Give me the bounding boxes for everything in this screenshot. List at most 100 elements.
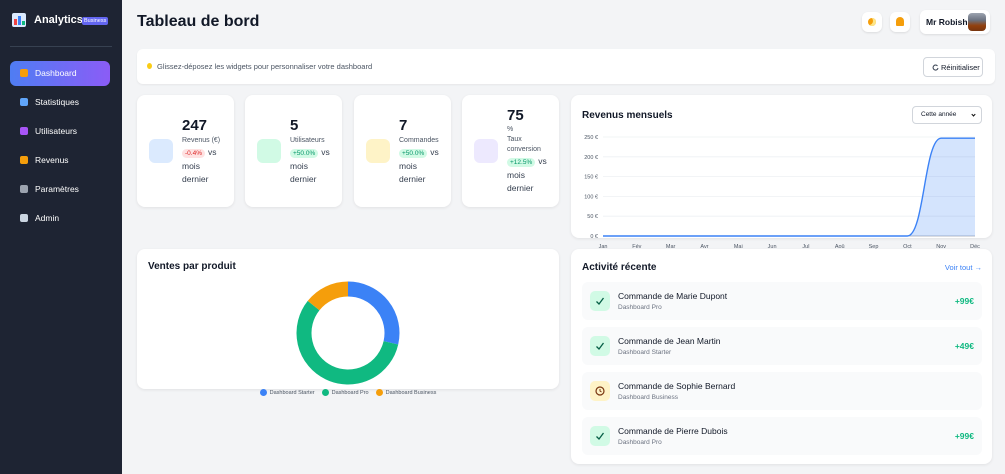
bulb-icon [147, 63, 152, 69]
stat-label: Revenus (€) [182, 136, 221, 144]
logo-icon [12, 13, 26, 27]
stat-unit: % [507, 126, 514, 133]
stat-value: 5 [290, 116, 299, 134]
activity-item-title: Commande de Marie Dupont [618, 291, 728, 301]
stat-change: +50.0% [399, 148, 428, 158]
legend-swatch [375, 389, 383, 396]
select-caret [971, 112, 976, 117]
nav-icon [20, 127, 28, 135]
stat-value: 7 [399, 116, 408, 134]
legend-label: Dashboard Pro [331, 389, 369, 396]
stat-card: 7 Commandes +50.0% vs mois dernier [354, 95, 451, 207]
stat-suffix: vs mois dernier [399, 146, 439, 184]
user-menu[interactable]: Mr Robish [920, 10, 990, 34]
stat-suffix: vs mois dernier [290, 146, 330, 184]
bell-icon [896, 17, 904, 26]
stat-icon [149, 139, 173, 163]
nav-item[interactable]: Admin [10, 206, 110, 231]
logo-bar [22, 21, 25, 25]
stat-card: 5 Utilisateurs +50.0% vs mois dernier [245, 95, 342, 207]
stat-value: 247 [182, 116, 208, 134]
status-icon [590, 291, 610, 311]
status-icon [590, 426, 610, 446]
stat-icon [257, 139, 281, 163]
status-icon [590, 381, 610, 401]
activity-item[interactable]: Commande de Marie Dupont Dashboard Pro +99… [582, 282, 982, 320]
sidebar-divider [10, 46, 112, 47]
period-label: Cette année [921, 111, 957, 118]
period-select[interactable]: Cette année [912, 106, 982, 124]
nav-label: Statistiques [35, 97, 79, 107]
stat-change-line: +50.0% vs mois dernier [290, 146, 332, 186]
check [596, 342, 605, 350]
stat-change: -0.4% [182, 148, 205, 158]
activity-item-title: Commande de Sophie Bernard [618, 381, 736, 391]
notification-button[interactable] [890, 12, 910, 32]
status-glyph [596, 342, 605, 350]
brand-badge: Business [82, 17, 109, 25]
stat-change: +12.5% [507, 158, 536, 167]
clock [595, 386, 605, 396]
reset-button[interactable]: Réinitialiser [923, 57, 983, 77]
nav-item[interactable]: Dashboard [10, 61, 110, 86]
stat-icon [474, 139, 498, 163]
status-glyph [596, 432, 605, 440]
activity-item-subtitle: Dashboard Starter [618, 349, 672, 356]
legend-item: Dashboard Business [375, 389, 436, 396]
nav-item[interactable]: Utilisateurs [10, 119, 110, 144]
sales-card [137, 249, 559, 389]
legend-label: Dashboard Starter [269, 389, 315, 396]
stat-change: +50.0% [290, 148, 319, 158]
moon-icon [868, 18, 876, 26]
legend-swatch [259, 389, 267, 396]
nav-label: Revenus [35, 155, 69, 165]
stat-label: Utilisateurs [290, 136, 325, 144]
activity-amount: +99€ [954, 431, 974, 441]
brand: Analytics [34, 14, 83, 26]
stat-change-line: +12.5% vs mois dernier [507, 155, 549, 195]
activity-amount: +49€ [954, 341, 974, 351]
nav-item[interactable]: Statistiques [10, 90, 110, 115]
reset-arrow [932, 64, 939, 71]
activity-item-subtitle: Dashboard Pro [618, 304, 662, 311]
banner: Glissez-déposez les widgets pour personn… [137, 49, 995, 84]
stat-text: 5 Utilisateurs +50.0% vs mois dernier [290, 117, 332, 186]
stat-text: 75% Taux conversion +12.5% vs mois dernier [507, 107, 549, 195]
nav-icon [20, 214, 28, 222]
see-all-link[interactable]: Voir tout → [944, 263, 982, 272]
stat-card: 247 Revenus (€) -0.4% vs mois dernier [137, 95, 234, 207]
avatar [968, 13, 986, 31]
status-glyph [595, 386, 605, 396]
nav-item[interactable]: Paramètres [10, 177, 110, 202]
nav-label: Dashboard [35, 68, 77, 78]
stat-suffix: vs mois dernier [182, 146, 217, 184]
activity-card: Activité récente Voir tout → Commande de M… [571, 249, 992, 464]
status-icon [590, 336, 610, 356]
stat-value: 75 [507, 107, 524, 124]
sidebar: Analytics Business Dashboard Statistiques Ut… [0, 0, 122, 474]
clock-hand [599, 389, 602, 393]
stat-card: 75% Taux conversion +12.5% vs mois dernier [462, 95, 559, 207]
nav-label: Paramètres [35, 184, 79, 194]
logo-bar [18, 16, 21, 25]
activity-item-subtitle: Dashboard Pro [618, 439, 662, 446]
theme-button[interactable] [862, 12, 882, 32]
legend-swatch [321, 389, 329, 396]
stat-suffix: vs mois dernier [507, 156, 547, 193]
stat-icon [366, 139, 390, 163]
reset-icon [932, 64, 939, 71]
revenue-card: Cette année [571, 95, 992, 238]
nav-item[interactable]: Revenus [10, 148, 110, 173]
activity-title: Activité récente [582, 262, 657, 273]
activity-item[interactable]: Commande de Sophie Bernard Dashboard Busi… [582, 372, 982, 410]
stat-text: 7 Commandes +50.0% vs mois dernier [399, 117, 441, 186]
activity-item[interactable]: Commande de Pierre Dubois Dashboard Pro +9… [582, 417, 982, 455]
check [596, 297, 605, 305]
banner-text: Glissez-déposez les widgets pour personn… [157, 62, 373, 71]
logo-bar [14, 19, 17, 25]
activity-item-title: Commande de Jean Martin [618, 336, 721, 346]
activity-item-title: Commande de Pierre Dubois [618, 426, 728, 436]
activity-item[interactable]: Commande de Jean Martin Dashboard Starter… [582, 327, 982, 365]
page-title: Tableau de bord [137, 13, 260, 30]
